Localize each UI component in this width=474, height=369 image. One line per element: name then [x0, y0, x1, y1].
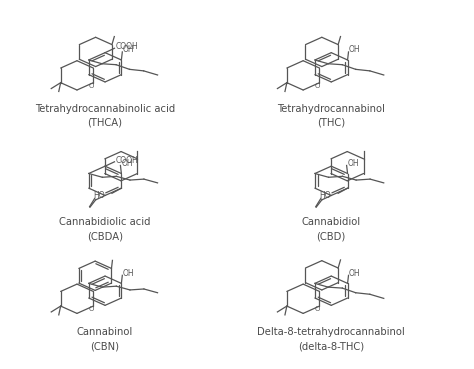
Text: Cannabidiolic acid: Cannabidiolic acid: [59, 217, 151, 227]
Text: Tetrahydrocannabinolic acid: Tetrahydrocannabinolic acid: [35, 104, 175, 114]
Text: (THC): (THC): [317, 118, 345, 128]
Text: (CBN): (CBN): [91, 341, 119, 351]
Text: (THCA): (THCA): [88, 118, 123, 128]
Text: Cannabidiol: Cannabidiol: [301, 217, 361, 227]
Text: HO: HO: [93, 191, 104, 200]
Text: O: O: [89, 306, 94, 312]
Text: HO: HO: [319, 191, 330, 200]
Text: O: O: [315, 83, 320, 89]
Text: COOH: COOH: [115, 156, 138, 165]
Text: Cannabinol: Cannabinol: [77, 327, 133, 337]
Text: Tetrahydrocannabinol: Tetrahydrocannabinol: [277, 104, 385, 114]
Text: O: O: [315, 306, 320, 312]
Text: COOH: COOH: [115, 42, 138, 51]
Text: (CBD): (CBD): [317, 231, 346, 241]
Text: OH: OH: [122, 269, 134, 277]
Text: OH: OH: [122, 45, 134, 54]
Text: (delta-8-THC): (delta-8-THC): [298, 341, 365, 351]
Text: (CBDA): (CBDA): [87, 231, 123, 241]
Text: OH: OH: [121, 159, 133, 168]
Text: OH: OH: [348, 269, 360, 277]
Text: OH: OH: [347, 159, 359, 168]
Text: O: O: [89, 83, 94, 89]
Text: OH: OH: [348, 45, 360, 54]
Text: Delta-8-tetrahydrocannabinol: Delta-8-tetrahydrocannabinol: [257, 327, 405, 337]
